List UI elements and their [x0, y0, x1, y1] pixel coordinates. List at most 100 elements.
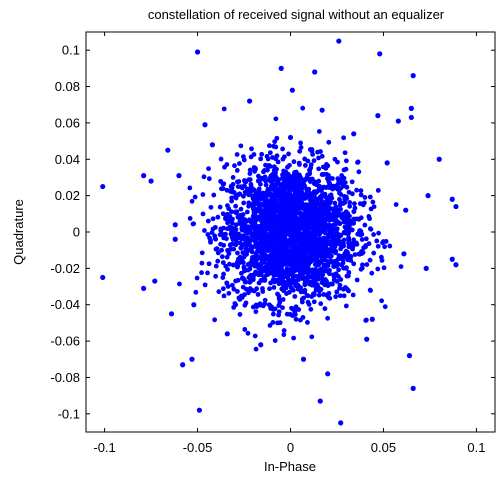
data-point: [272, 249, 277, 254]
data-point: [286, 183, 291, 188]
data-point: [268, 179, 273, 184]
data-point: [362, 200, 367, 205]
data-point: [258, 342, 263, 347]
data-point: [201, 212, 206, 217]
data-point: [238, 312, 243, 317]
data-point: [246, 177, 251, 182]
data-point: [281, 197, 286, 202]
data-point: [256, 292, 261, 297]
data-point: [368, 195, 373, 200]
data-point: [323, 306, 328, 311]
data-point: [313, 262, 318, 267]
data-point: [176, 173, 181, 178]
data-point: [376, 231, 381, 236]
data-point: [246, 331, 251, 336]
data-point: [227, 262, 232, 267]
data-point: [396, 118, 401, 123]
data-point: [308, 307, 313, 312]
data-point: [303, 247, 308, 252]
data-point: [291, 274, 296, 279]
data-point: [209, 205, 214, 210]
data-point: [235, 265, 240, 270]
data-point: [277, 231, 282, 236]
data-point: [329, 207, 334, 212]
data-point: [282, 328, 287, 333]
data-point: [340, 215, 345, 220]
data-point: [280, 147, 285, 152]
data-point: [302, 206, 307, 211]
data-point: [425, 193, 430, 198]
data-point: [307, 235, 312, 240]
data-point: [312, 216, 317, 221]
data-point: [305, 159, 310, 164]
data-point: [331, 247, 336, 252]
data-point: [303, 288, 308, 293]
data-point: [287, 290, 292, 295]
data-point: [195, 49, 200, 54]
data-point: [375, 113, 380, 118]
data-point: [303, 252, 308, 257]
data-point: [337, 197, 342, 202]
data-point: [322, 282, 327, 287]
data-point: [254, 199, 259, 204]
data-point: [305, 241, 310, 246]
data-point: [230, 283, 235, 288]
data-point: [450, 257, 455, 262]
data-point: [247, 217, 252, 222]
data-point: [294, 237, 299, 242]
data-point: [271, 232, 276, 237]
data-point: [300, 213, 305, 218]
data-point: [169, 311, 174, 316]
data-point: [215, 259, 220, 264]
data-point: [288, 312, 293, 317]
data-point: [218, 242, 223, 247]
data-point: [303, 163, 308, 168]
data-point: [214, 264, 219, 269]
data-point: [248, 168, 253, 173]
data-point: [317, 293, 322, 298]
data-point: [310, 152, 315, 157]
data-point: [213, 225, 218, 230]
data-point: [267, 143, 272, 148]
data-point: [359, 267, 364, 272]
data-point: [241, 154, 246, 159]
data-point: [385, 160, 390, 165]
data-point: [376, 244, 381, 249]
data-point: [323, 258, 328, 263]
data-point: [286, 244, 291, 249]
data-point: [235, 168, 240, 173]
data-point: [238, 260, 243, 265]
data-point: [364, 337, 369, 342]
data-point: [298, 219, 303, 224]
data-point: [351, 293, 356, 298]
data-point: [350, 247, 355, 252]
data-point: [310, 147, 315, 152]
data-point: [190, 199, 195, 204]
data-point: [275, 320, 280, 325]
data-point: [294, 254, 299, 259]
data-point: [350, 221, 355, 226]
data-point: [304, 223, 309, 228]
data-point: [100, 275, 105, 280]
data-point: [247, 98, 252, 103]
data-point: [303, 276, 308, 281]
data-point: [271, 307, 276, 312]
data-point: [253, 309, 258, 314]
data-point: [266, 190, 271, 195]
data-point: [341, 135, 346, 140]
data-point: [234, 241, 239, 246]
data-point: [314, 288, 319, 293]
data-point: [411, 386, 416, 391]
data-point: [225, 267, 230, 272]
data-point: [228, 247, 233, 252]
data-point: [244, 287, 249, 292]
data-point: [291, 180, 296, 185]
data-point: [453, 204, 458, 209]
data-point: [243, 242, 248, 247]
data-point: [294, 186, 299, 191]
data-point: [241, 201, 246, 206]
data-point: [382, 265, 387, 270]
data-point: [215, 215, 220, 220]
data-point: [265, 226, 270, 231]
data-point: [318, 149, 323, 154]
